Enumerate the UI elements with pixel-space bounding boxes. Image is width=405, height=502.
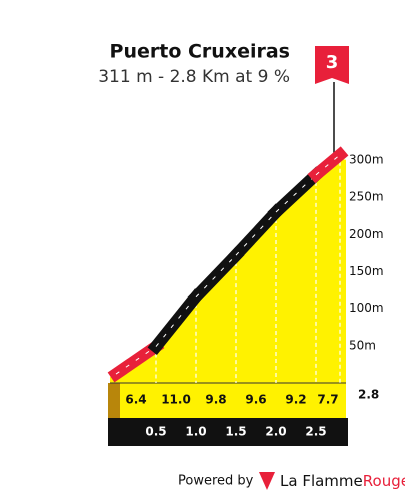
brand-a: La Flamme: [280, 472, 363, 490]
road-dash: [235, 211, 277, 256]
gradient-label: 7.7: [317, 393, 338, 407]
brand-b: Rouge: [363, 472, 405, 490]
logo-icon: [259, 472, 275, 490]
x-tick-label: 2.0: [265, 425, 286, 439]
road-dash: [275, 174, 317, 213]
gradient-label: 6.4: [125, 393, 146, 407]
category-label: 3: [326, 52, 339, 73]
gradient-label: 9.2: [285, 393, 306, 407]
x-tick-label: 2.8: [358, 388, 379, 402]
profile-area: [110, 157, 346, 418]
gradient-label: 11.0: [161, 393, 191, 407]
gradient-label: 9.6: [245, 393, 266, 407]
powered-by: Powered by: [178, 474, 254, 489]
road-dash: [195, 254, 237, 298]
y-tick-label: 250m: [349, 190, 384, 204]
chart-title: Puerto Cruxeiras: [110, 41, 290, 63]
base-side: [108, 383, 120, 418]
brand: La FlammeRouge: [280, 472, 405, 490]
y-tick-label: 300m: [349, 153, 384, 167]
road-segment: [147, 288, 205, 355]
y-tick-label: 100m: [349, 301, 384, 315]
road-dash: [315, 154, 341, 176]
x-tick-label: 1.0: [185, 425, 206, 439]
x-tick-label: 0.5: [145, 425, 166, 439]
x-tick-label: 2.5: [305, 425, 326, 439]
gradient-label: 9.8: [205, 393, 226, 407]
road-dash: [115, 346, 157, 375]
flag: [315, 46, 349, 84]
y-tick-label: 150m: [349, 264, 384, 278]
base-bottom: [108, 418, 348, 446]
chart-subtitle: 311 m - 2.8 Km at 9 %: [98, 67, 290, 87]
x-tick-label: 1.5: [225, 425, 246, 439]
plot: 6.4 11.0 9.8 9.6 9.2 7.7 0.5 1.0 1.5 2.0 2.5 2.8 50m…: [107, 146, 384, 446]
y-tick-label: 200m: [349, 227, 384, 241]
y-tick-label: 50m: [349, 338, 376, 352]
